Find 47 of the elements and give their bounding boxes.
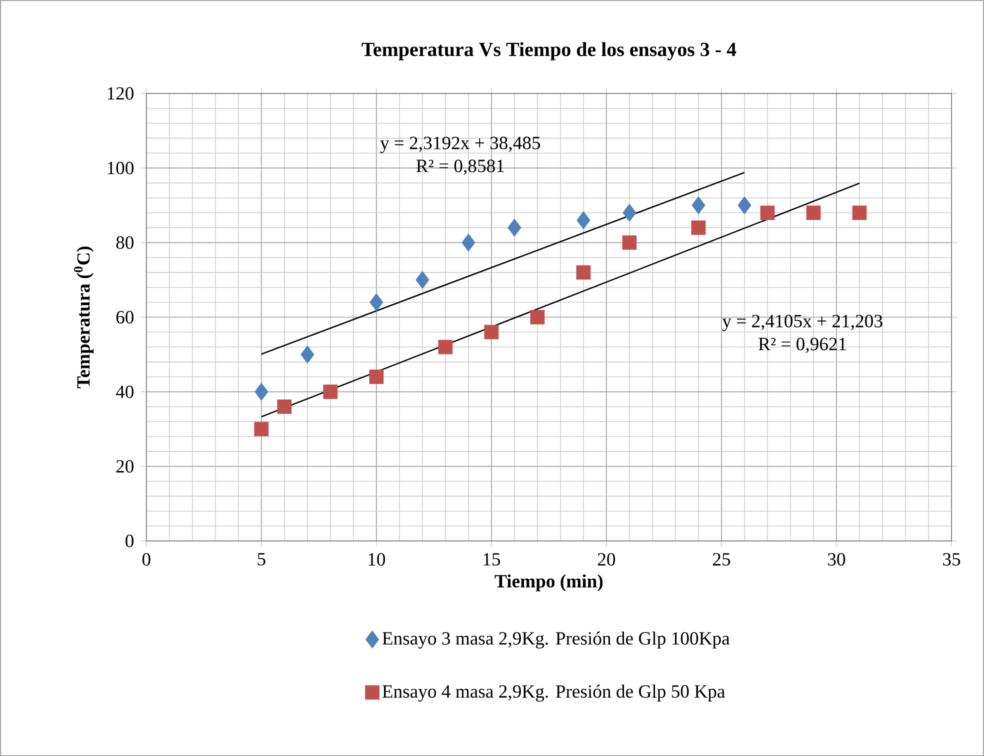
x-tick-label: 20 [598,552,616,566]
point [462,234,476,252]
point [370,293,384,312]
y-tick-label: 80 [116,236,134,249]
point [806,205,821,220]
point [738,196,752,214]
x-tick-label: 15 [484,552,500,566]
point [576,265,591,280]
point [622,235,637,250]
point [484,324,499,340]
y-tick-label: 40 [116,385,134,398]
point [576,211,590,230]
annotation: R² = 0,8581 [416,160,504,175]
point [277,399,292,414]
legend-label: Ensayo 3 masa 2,9Kg. Presión de Glp 100Kpa [382,631,730,648]
x-tick-label: 5 [258,552,266,566]
point [254,422,269,436]
y-tick-label: 120 [108,87,134,100]
point [692,196,706,214]
y-tick-label: 0 [126,534,134,548]
point [416,270,430,289]
y-tick-label: 20 [116,460,134,473]
point [254,382,268,401]
y-axis-title: Temperatura ($^{0}$C) [74,246,94,388]
x-tick-label: 30 [828,552,846,566]
point [530,310,545,324]
chart-title: Temperatura Vs Tiempo de los ensayos 3 - 4 [362,42,736,60]
point [760,205,775,220]
annotation: y = 2,4105x + 21,203 [722,314,882,332]
annotation: y = 2,3192x + 38,485 [380,136,540,154]
point [622,204,636,222]
point [438,340,453,354]
x-tick-label: 25 [712,552,730,566]
y-tick-label: 100 [108,162,134,174]
x-tick-label: 10 [368,552,386,566]
point [300,345,314,364]
annotation: R² = 0,9621 [758,338,846,353]
legend-label: Ensayo 4 masa 2,9Kg. Presión de Glp 50 Kpa [382,684,725,702]
point [852,205,867,220]
point [508,218,522,236]
x-tick-label: 0 [142,552,150,566]
point [369,370,384,384]
point [323,384,338,399]
y-tick-label: 60 [116,310,134,324]
x-axis-title: Tiempo (min) [494,574,603,592]
x-tick-label: 35 [943,552,960,566]
point [691,220,706,235]
